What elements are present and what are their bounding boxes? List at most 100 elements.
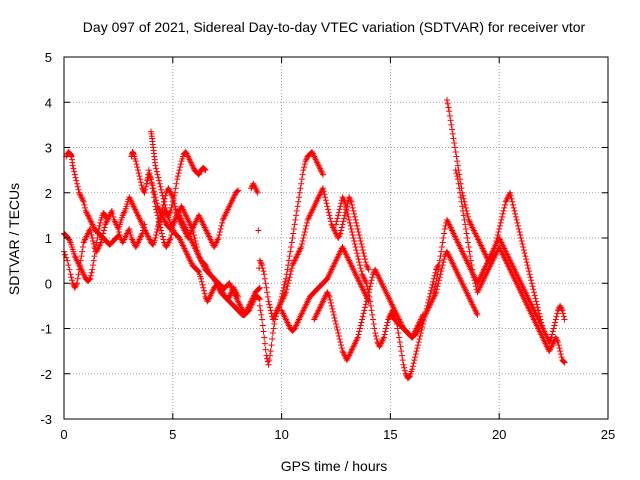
- data-point: [268, 342, 275, 349]
- data-point: [114, 233, 121, 240]
- data-point: [66, 266, 73, 273]
- data-point: [279, 290, 286, 297]
- y-tick-label: 3: [45, 141, 52, 156]
- data-point: [465, 213, 472, 220]
- data-point: [157, 213, 164, 220]
- data-point: [428, 287, 435, 294]
- data-point: [434, 263, 441, 270]
- data-point: [517, 235, 524, 241]
- data-point: [171, 203, 178, 210]
- data-point: [356, 262, 363, 269]
- data-point: [348, 225, 355, 232]
- data-point: [142, 183, 149, 190]
- data-point: [78, 253, 85, 260]
- data-point: [328, 302, 335, 309]
- data-point: [446, 108, 453, 115]
- data-point: [271, 320, 278, 327]
- data-point: [200, 287, 207, 294]
- data-point: [257, 307, 264, 314]
- data-point: [301, 164, 308, 171]
- data-point: [512, 210, 519, 217]
- data-point: [359, 316, 366, 323]
- data-point: [355, 331, 362, 338]
- data-point: [293, 207, 300, 214]
- data-point: [432, 283, 439, 290]
- data-point: [530, 286, 537, 293]
- data-point: [141, 189, 148, 196]
- data-point: [167, 235, 174, 241]
- data-point: [153, 168, 160, 175]
- data-point: [325, 206, 332, 213]
- data-point: [335, 333, 342, 340]
- data-point: [515, 225, 522, 232]
- data-point: [399, 352, 406, 359]
- data-point: [372, 333, 379, 340]
- data-series: [61, 210, 111, 284]
- data-point: [433, 280, 440, 287]
- y-tick-label: -1: [40, 322, 52, 337]
- data-point: [435, 266, 442, 273]
- data-point: [336, 206, 343, 213]
- data-point: [352, 216, 359, 223]
- data-point: [435, 262, 442, 269]
- data-point: [347, 222, 354, 229]
- data-point: [174, 173, 181, 180]
- data-point: [525, 265, 532, 272]
- data-point: [356, 231, 363, 238]
- data-point: [360, 310, 367, 317]
- data-point: [448, 121, 455, 128]
- data-point: [395, 330, 402, 337]
- data-point: [288, 239, 295, 246]
- data-point: [438, 265, 445, 272]
- data-point: [88, 269, 95, 276]
- data-point: [457, 194, 464, 201]
- data-point: [149, 185, 156, 192]
- data-series: [128, 149, 263, 316]
- data-point: [109, 210, 116, 217]
- data-point: [92, 248, 99, 255]
- data-point: [71, 171, 78, 178]
- y-tick-label: 2: [45, 186, 52, 201]
- data-point: [367, 302, 374, 309]
- data-point: [438, 268, 445, 275]
- data-point: [327, 296, 334, 303]
- data-point: [439, 239, 446, 246]
- data-point: [339, 221, 346, 228]
- data-point: [68, 277, 75, 284]
- data-point: [327, 218, 334, 225]
- data-point: [331, 314, 338, 321]
- data-point: [394, 325, 401, 332]
- data-point: [170, 222, 177, 229]
- data-point: [462, 225, 469, 232]
- data-point: [441, 225, 448, 232]
- data-point: [552, 319, 559, 326]
- data-point: [148, 180, 155, 187]
- data-point: [349, 231, 356, 238]
- data-point: [427, 290, 434, 297]
- data-point: [283, 271, 290, 278]
- data-point: [433, 275, 440, 282]
- data-point: [398, 348, 405, 355]
- data-series: [311, 266, 427, 364]
- data-point: [351, 238, 358, 245]
- data-point: [162, 192, 169, 199]
- data-point: [457, 189, 464, 196]
- data-point: [269, 330, 276, 337]
- data-point: [406, 373, 413, 380]
- data-point: [368, 277, 375, 284]
- data-point: [71, 168, 78, 175]
- data-point: [382, 328, 389, 335]
- data-point: [552, 316, 559, 323]
- data-point: [334, 215, 341, 222]
- data-point: [171, 219, 178, 226]
- y-tick-label: -2: [40, 367, 52, 382]
- data-point: [397, 343, 404, 350]
- data-point: [533, 298, 540, 305]
- data-point: [151, 198, 158, 205]
- x-tick-label: 10: [274, 427, 288, 442]
- data-point: [167, 207, 174, 214]
- data-point: [153, 165, 160, 172]
- data-point: [362, 256, 369, 263]
- data-point: [362, 304, 369, 311]
- data-point: [380, 334, 387, 341]
